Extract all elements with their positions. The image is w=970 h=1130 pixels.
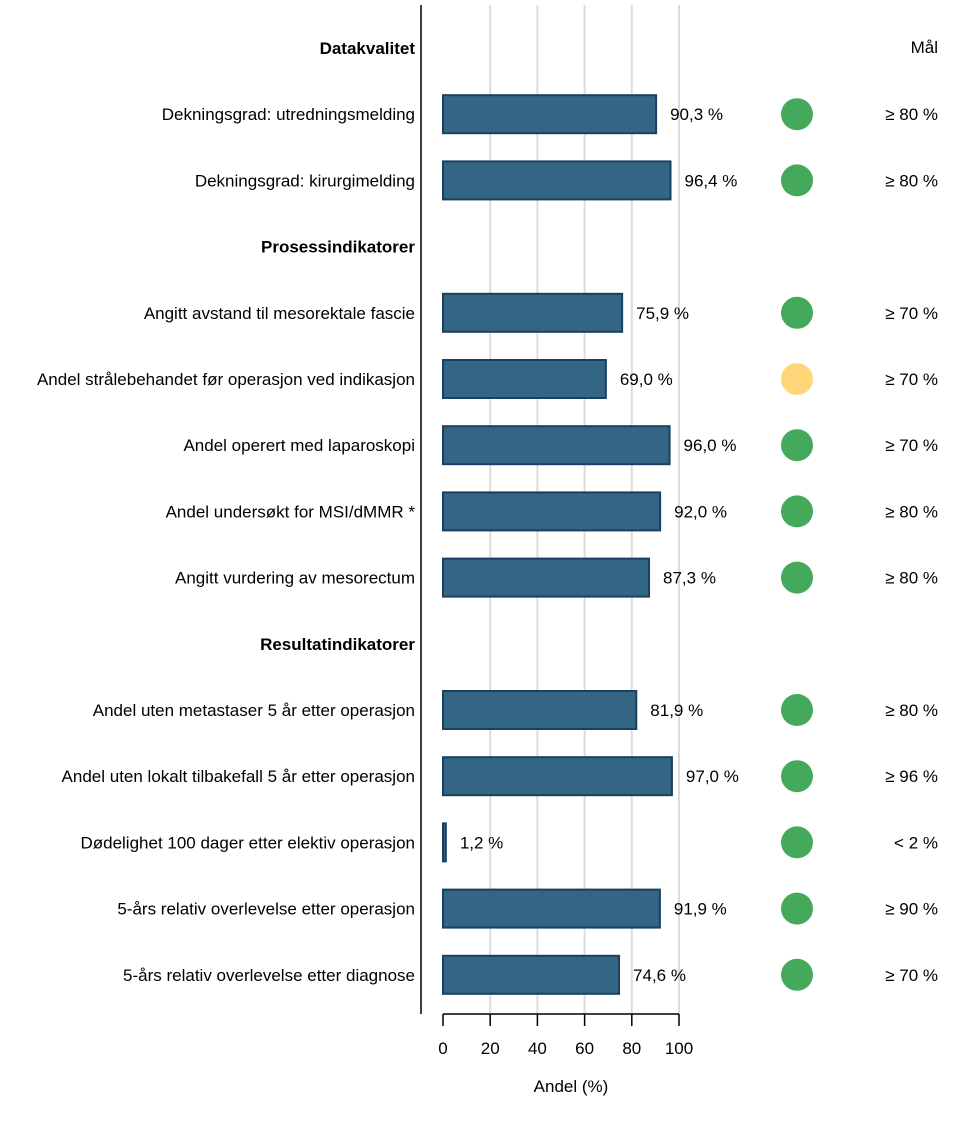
row-labels: Datakvalitet Dekningsgrad: utredningsmeld… — [37, 39, 938, 985]
x-tick-label: 80 — [622, 1039, 641, 1058]
bar — [442, 822, 447, 863]
status-dot — [781, 892, 813, 925]
row-label: Dekningsgrad: kirurgimelding — [195, 171, 415, 190]
target-label: ≥ 80 % — [885, 569, 938, 588]
target-label: ≥ 96 % — [885, 767, 938, 786]
bar — [442, 954, 621, 995]
x-tick-label: 0 — [438, 1039, 447, 1058]
x-axis: 0 20 40 60 80 100 — [420, 5, 693, 1058]
target-label: ≥ 90 % — [885, 900, 938, 919]
status-dot — [781, 495, 813, 528]
value-label: 96,4 % — [685, 171, 738, 190]
bar — [442, 425, 671, 466]
row-label: 5-års relativ overlevelse etter diagnose — [123, 966, 415, 985]
status-dot — [781, 429, 813, 462]
row-label: Angitt avstand til mesorektale fascie — [144, 304, 415, 323]
row-label: 5-års relativ overlevelse etter operasjo… — [117, 900, 415, 919]
value-label: 87,3 % — [663, 569, 716, 588]
x-axis-label: Andel (%) — [534, 1077, 609, 1096]
value-label: 74,6 % — [633, 966, 686, 985]
bar — [442, 359, 607, 399]
status-dot — [781, 826, 813, 859]
row-label: Andel uten lokalt tilbakefall 5 år etter… — [62, 767, 415, 786]
status-dot — [781, 760, 813, 793]
section-header: Resultatindikatorer — [260, 635, 415, 654]
target-label: ≥ 80 % — [885, 105, 938, 124]
bar — [442, 94, 658, 135]
row-label: Andel operert med laparoskopi — [183, 436, 415, 455]
target-label: ≥ 80 % — [885, 701, 938, 720]
row-label: Andel strålebehandet før operasjon ved i… — [37, 370, 415, 389]
value-label: 91,9 % — [674, 900, 727, 919]
x-tick-label: 60 — [575, 1039, 594, 1058]
status-dot — [781, 363, 813, 395]
bar — [442, 292, 624, 333]
value-label: 69,0 % — [620, 370, 673, 389]
value-label: 75,9 % — [636, 304, 689, 323]
x-tick-label: 100 — [665, 1039, 693, 1058]
bar — [442, 690, 638, 730]
x-tick-label: 40 — [528, 1039, 547, 1058]
bar — [442, 888, 661, 929]
status-dot — [781, 561, 813, 594]
value-label: 81,9 % — [650, 701, 703, 720]
value-label: 90,3 % — [670, 105, 723, 124]
row-label: Dødelighet 100 dager etter elektiv opera… — [80, 833, 415, 852]
value-label: 1,2 % — [460, 833, 503, 852]
status-dot — [781, 98, 813, 131]
row-label: Angitt vurdering av mesorectum — [175, 569, 415, 588]
bars — [442, 94, 673, 995]
status-dot — [781, 296, 813, 329]
bar — [442, 756, 673, 797]
target-label: ≥ 70 % — [885, 304, 938, 323]
status-dot — [781, 694, 813, 726]
target-label: ≥ 70 % — [885, 966, 938, 985]
status-indicators — [781, 98, 813, 991]
value-label: 92,0 % — [674, 502, 727, 521]
bar — [442, 160, 672, 201]
value-label: 97,0 % — [686, 767, 739, 786]
section-header: Datakvalitet — [320, 39, 416, 58]
target-label: < 2 % — [894, 833, 938, 852]
target-label: ≥ 80 % — [885, 502, 938, 521]
bar — [442, 491, 662, 532]
status-dot — [781, 164, 813, 197]
row-label: Andel undersøkt for MSI/dMMR * — [166, 502, 416, 521]
status-dot — [781, 958, 813, 991]
row-label: Dekningsgrad: utredningsmelding — [162, 105, 415, 124]
value-label: 96,0 % — [684, 436, 737, 455]
target-label: ≥ 70 % — [885, 370, 938, 389]
section-header: Prosessindikatorer — [261, 238, 415, 257]
row-label: Andel uten metastaser 5 år etter operasj… — [93, 701, 415, 720]
target-label: ≥ 80 % — [885, 171, 938, 190]
bar — [442, 557, 651, 598]
target-label: ≥ 70 % — [885, 436, 938, 455]
target-header: Mål — [911, 38, 938, 57]
x-tick-label: 20 — [481, 1039, 500, 1058]
